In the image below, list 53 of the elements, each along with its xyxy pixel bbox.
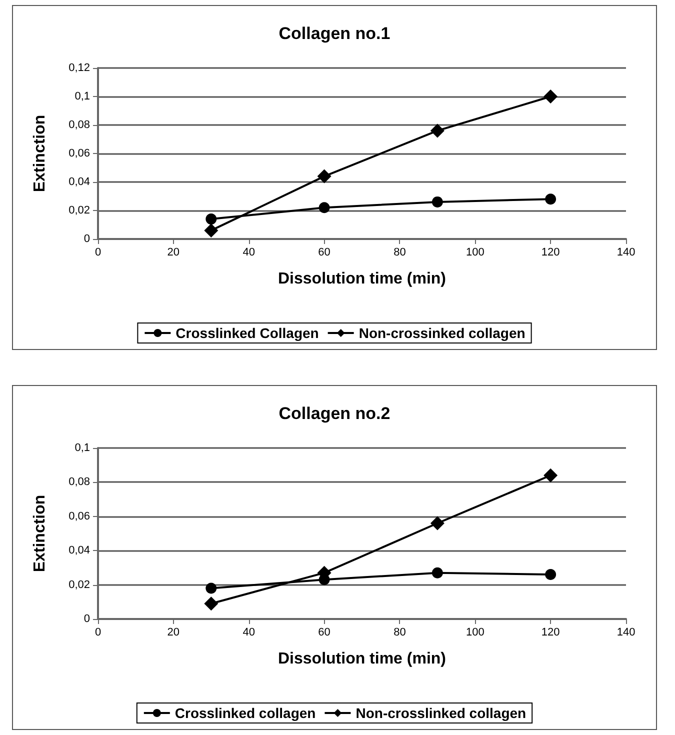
- y-axis-title: Extinction: [32, 114, 48, 192]
- chart-title: Collagen no.1: [278, 24, 390, 43]
- point: [430, 516, 444, 530]
- chart-title: Collagen no.2: [278, 404, 390, 423]
- x-tick-label: 100: [466, 626, 484, 638]
- point: [204, 223, 218, 238]
- legend-label: Non-crosslinked collagen: [356, 705, 526, 721]
- x-tick-label: 60: [318, 246, 330, 258]
- x-axis-title: Dissolution time (min): [278, 270, 446, 288]
- y-tick-label: 0,06: [68, 510, 90, 522]
- point: [544, 90, 558, 104]
- x-tick-label: 120: [541, 246, 560, 258]
- x-tick-label: 80: [394, 246, 406, 258]
- y-tick-label: 0,02: [68, 204, 90, 216]
- point: [317, 169, 332, 184]
- x-tick-label: 60: [318, 626, 330, 638]
- x-tick-label: 0: [94, 246, 102, 258]
- x-tick-label: 0: [94, 626, 102, 638]
- x-tick-label: 120: [541, 626, 560, 638]
- y-tick-label: 0,1: [74, 442, 90, 454]
- y-tick-label: 0: [84, 613, 90, 625]
- x-tick-label: 100: [466, 246, 484, 258]
- y-tick-label: 0: [84, 233, 90, 245]
- legend-label: Crosslinked Collagen: [176, 325, 319, 341]
- x-tick-label: 20: [167, 246, 180, 258]
- y-tick-label: 0,04: [68, 176, 90, 188]
- x-tick-label: 40: [242, 626, 255, 638]
- y-tick-label: 0,08: [68, 476, 90, 488]
- x-tick-label: 140: [616, 246, 636, 258]
- y-tick-label: 0,06: [68, 148, 90, 160]
- y-tick-label: 0,12: [68, 62, 90, 74]
- x-tick-label: 80: [394, 626, 406, 638]
- point: [204, 596, 218, 611]
- legend-label: Non-crossinked collagen: [358, 325, 526, 341]
- y-tick-label: 0,08: [68, 119, 90, 131]
- point: [544, 468, 558, 482]
- x-tick-label: 40: [242, 246, 255, 258]
- legend-label: Crosslinked collagen: [174, 705, 316, 721]
- y-tick-label: 0,02: [68, 578, 90, 591]
- point: [206, 214, 217, 225]
- y-axis-title: Extinction: [32, 494, 48, 572]
- point: [318, 202, 330, 214]
- point: [206, 582, 217, 594]
- point: [432, 567, 443, 578]
- point: [545, 194, 556, 205]
- x-tick-label: 140: [616, 626, 636, 638]
- y-tick-label: 0,04: [68, 544, 90, 557]
- x-tick-label: 20: [167, 626, 180, 638]
- y-tick-label: 0,1: [74, 90, 90, 102]
- point: [432, 196, 443, 208]
- point: [545, 569, 556, 580]
- x-axis-title: Dissolution time (min): [278, 650, 446, 668]
- point: [430, 124, 444, 138]
